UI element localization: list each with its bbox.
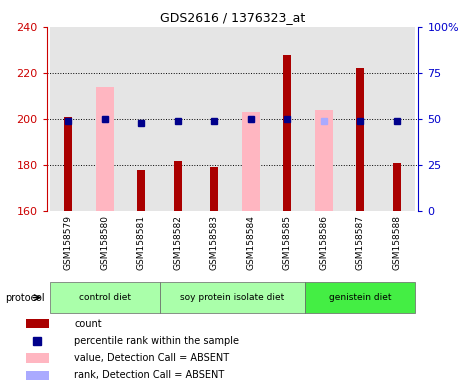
Bar: [159, 282, 306, 313]
Bar: [306, 282, 415, 313]
Text: value, Detection Call = ABSENT: value, Detection Call = ABSENT: [74, 353, 230, 363]
Bar: [342, 27, 379, 211]
Text: GSM158579: GSM158579: [64, 215, 73, 270]
Text: GSM158587: GSM158587: [356, 215, 365, 270]
Bar: [96, 87, 114, 211]
Text: GSM158582: GSM158582: [173, 215, 182, 270]
Bar: [26, 371, 49, 380]
Text: protocol: protocol: [5, 293, 44, 303]
Bar: [242, 112, 260, 211]
Text: rank, Detection Call = ABSENT: rank, Detection Call = ABSENT: [74, 370, 225, 381]
Text: GSM158581: GSM158581: [137, 215, 146, 270]
Bar: [50, 282, 159, 313]
Bar: [356, 68, 364, 211]
Text: GSM158584: GSM158584: [246, 215, 255, 270]
Bar: [50, 27, 86, 211]
Bar: [159, 27, 196, 211]
Bar: [196, 27, 232, 211]
Bar: [174, 161, 182, 211]
Bar: [64, 117, 73, 211]
Bar: [137, 170, 146, 211]
Title: GDS2616 / 1376323_at: GDS2616 / 1376323_at: [160, 11, 305, 24]
Text: GSM158588: GSM158588: [392, 215, 401, 270]
Text: count: count: [74, 318, 102, 329]
Text: percentile rank within the sample: percentile rank within the sample: [74, 336, 239, 346]
Text: soy protein isolate diet: soy protein isolate diet: [180, 293, 285, 302]
Bar: [379, 27, 415, 211]
Bar: [283, 55, 291, 211]
Bar: [232, 27, 269, 211]
Bar: [306, 27, 342, 211]
Bar: [86, 27, 123, 211]
Bar: [210, 167, 218, 211]
Bar: [392, 163, 401, 211]
Bar: [269, 27, 306, 211]
Bar: [123, 27, 159, 211]
Text: GSM158585: GSM158585: [283, 215, 292, 270]
Bar: [26, 319, 49, 328]
Bar: [26, 353, 49, 363]
Text: control diet: control diet: [79, 293, 131, 302]
Bar: [314, 110, 333, 211]
Text: genistein diet: genistein diet: [329, 293, 392, 302]
Text: GSM158586: GSM158586: [319, 215, 328, 270]
Text: GSM158580: GSM158580: [100, 215, 109, 270]
Text: GSM158583: GSM158583: [210, 215, 219, 270]
